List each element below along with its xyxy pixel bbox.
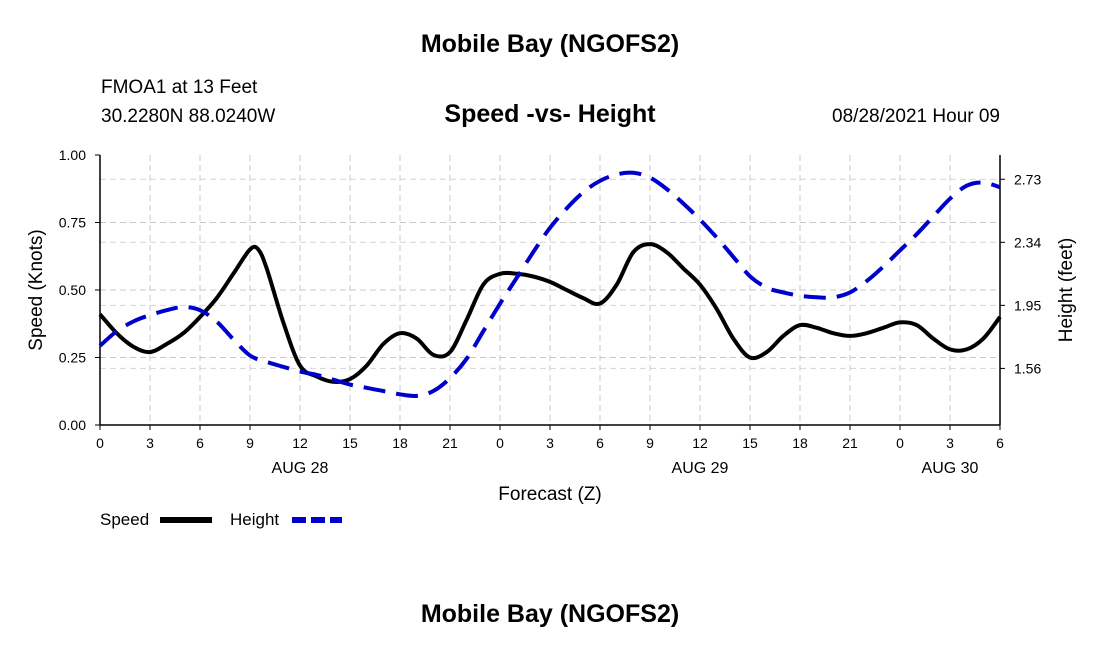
y-tick-label: 0.00 bbox=[59, 417, 86, 433]
y2-tick-label: 1.56 bbox=[1014, 360, 1041, 376]
forecast-datetime: 08/28/2021 Hour 09 bbox=[832, 106, 1000, 127]
x-tick-label: 6 bbox=[196, 435, 204, 451]
y2-tick-label: 2.34 bbox=[1014, 234, 1041, 250]
x-tick-label: 9 bbox=[246, 435, 254, 451]
date-label: AUG 28 bbox=[272, 460, 329, 477]
y2-axis-title: Height (feet) bbox=[1056, 238, 1077, 343]
x-tick-label: 15 bbox=[742, 435, 758, 451]
y-tick-label: 0.75 bbox=[59, 215, 86, 231]
x-tick-label: 6 bbox=[596, 435, 604, 451]
chart-subtitle: Speed -vs- Height bbox=[444, 100, 656, 128]
y-axis-title: Speed (Knots) bbox=[26, 229, 47, 350]
bottom-title: Mobile Bay (NGOFS2) bbox=[420, 600, 680, 628]
x-tick-label: 0 bbox=[96, 435, 104, 451]
x-tick-label: 9 bbox=[646, 435, 654, 451]
series-line-speed bbox=[98, 242, 1002, 384]
x-tick-label: 21 bbox=[842, 435, 858, 451]
x-tick-label: 0 bbox=[496, 435, 504, 451]
y-tick-label: 1.00 bbox=[59, 147, 86, 163]
x-tick-label: 15 bbox=[342, 435, 358, 451]
y-tick-label: 0.25 bbox=[59, 350, 86, 366]
x-tick-label: 18 bbox=[792, 435, 808, 451]
date-label: AUG 29 bbox=[672, 460, 729, 477]
y2-tick-label: 1.95 bbox=[1014, 297, 1041, 313]
x-tick-label: 12 bbox=[292, 435, 308, 451]
date-label: AUG 30 bbox=[922, 460, 979, 477]
x-tick-label: 6 bbox=[996, 435, 1004, 451]
x-axis-title: Forecast (Z) bbox=[498, 484, 601, 505]
station-label: FMOA1 at 13 Feet bbox=[101, 77, 258, 98]
station-coordinates: 30.2280N 88.0240W bbox=[101, 106, 276, 127]
x-tick-label: 3 bbox=[546, 435, 554, 451]
top-title: Mobile Bay (NGOFS2) bbox=[420, 30, 680, 58]
series-line-height bbox=[98, 170, 1001, 399]
y-tick-label: 0.50 bbox=[59, 282, 86, 298]
legend-height-label: Height bbox=[230, 510, 279, 529]
x-tick-label: 21 bbox=[442, 435, 458, 451]
y2-tick-label: 2.73 bbox=[1014, 171, 1041, 187]
x-tick-label: 18 bbox=[392, 435, 408, 451]
x-tick-label: 0 bbox=[896, 435, 904, 451]
legend-speed-label: Speed bbox=[100, 510, 149, 529]
x-tick-label: 3 bbox=[146, 435, 154, 451]
x-tick-label: 12 bbox=[692, 435, 708, 451]
x-tick-label: 3 bbox=[946, 435, 954, 451]
